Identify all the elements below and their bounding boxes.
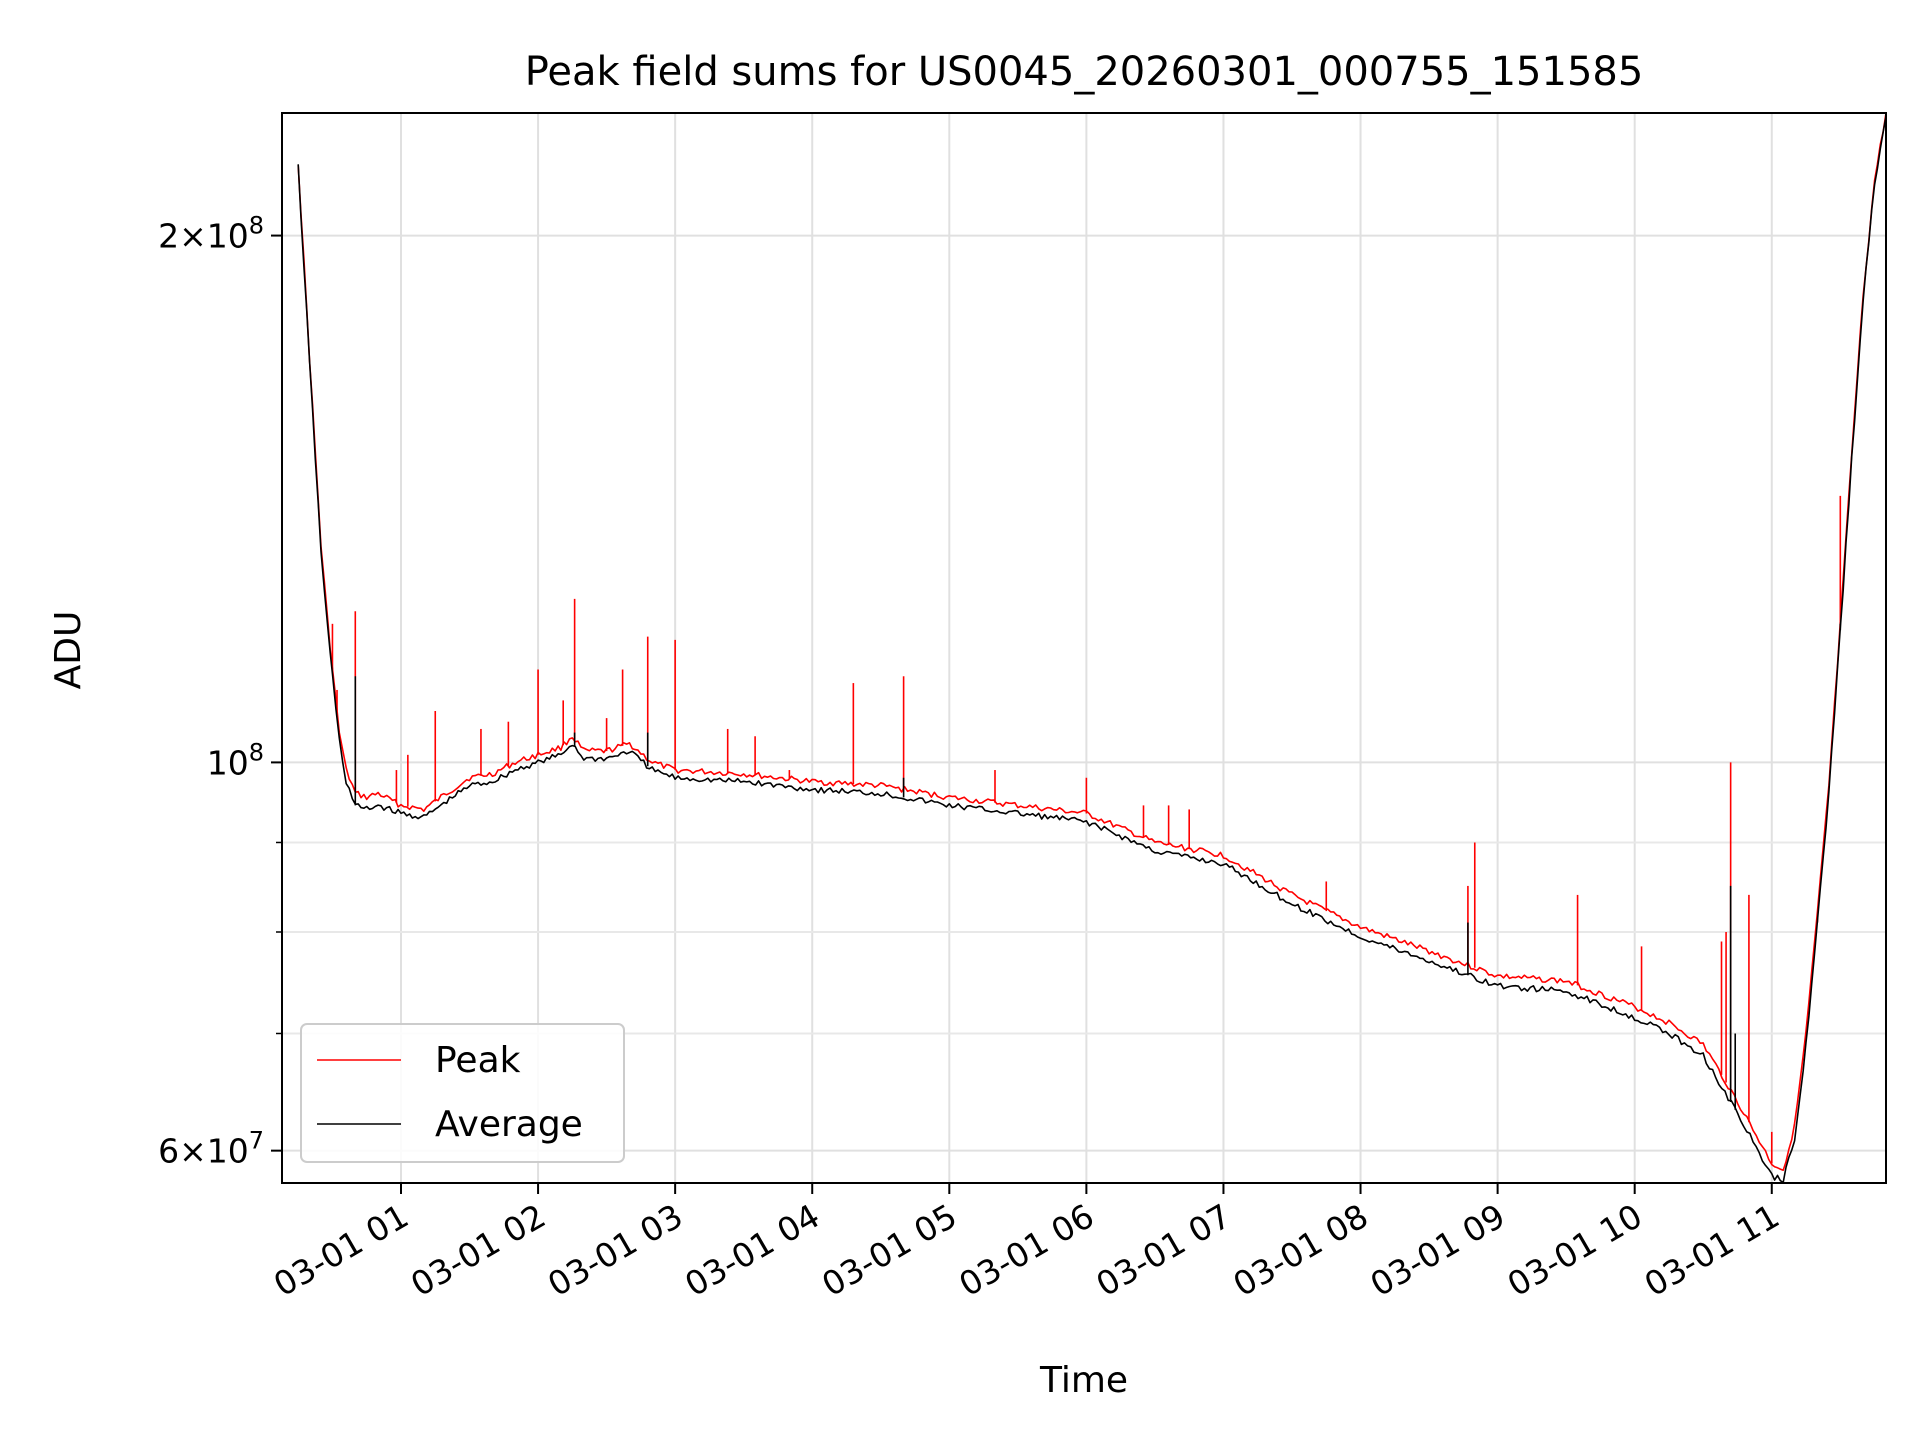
chart-title: Peak field sums for US0045_20260301_0007… — [525, 49, 1644, 95]
plot-frame — [281, 112, 1887, 1184]
series-line-average — [297, 116, 1886, 1183]
y-tick-label: 6×107 — [158, 1127, 264, 1171]
x-axis-label: Time — [1039, 1360, 1128, 1401]
legend: Peak Average — [300, 1023, 625, 1163]
series-line-peak — [297, 113, 1886, 1171]
legend-label-average: Average — [435, 1104, 583, 1145]
y-axis-label: ADU — [48, 611, 89, 690]
series-lines — [297, 113, 1886, 1183]
y-tick-label: 2×108 — [158, 212, 264, 256]
legend-box — [300, 1023, 625, 1163]
plot-area — [297, 113, 1886, 1183]
legend-label-peak: Peak — [435, 1040, 521, 1081]
grid — [282, 113, 1886, 1183]
y-tick-label: 108 — [207, 738, 264, 782]
